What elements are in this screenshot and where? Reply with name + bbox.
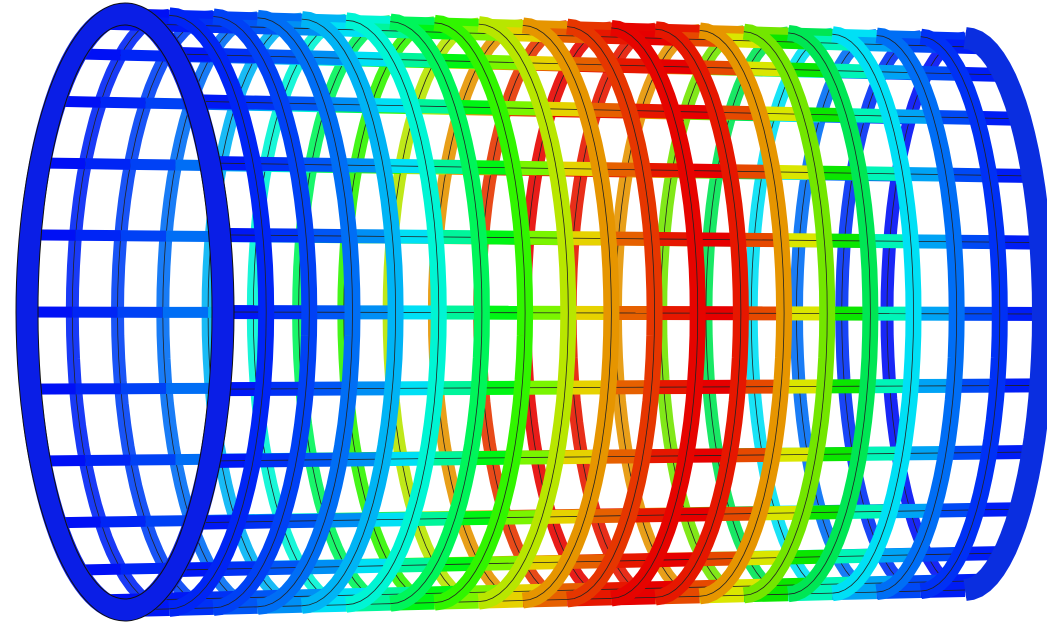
right-end [963,27,1047,601]
back-bar [130,158,176,171]
front-ring-edge [920,36,1001,592]
front-ring-edge [699,30,785,597]
front-ring-edge [743,31,828,596]
back-bar [100,96,146,109]
front-ring-edge [213,16,310,609]
front-ring-edge [390,21,483,605]
front-ring-edge [478,23,569,602]
left-end-outer-edge [15,2,235,622]
back-bar [85,158,131,170]
back-bar [145,97,191,110]
left-end-inner-edge [37,24,213,600]
front-ring-edge [434,22,526,603]
front-ring-edge [346,19,440,606]
front-ring-edge [257,17,353,608]
front-ring-edge [832,33,914,594]
front-ring-edge [788,32,871,595]
front-ring-edge [655,28,742,598]
front-ring-edge [301,18,397,607]
front-ring-edge [876,35,958,593]
left-end-ring [16,3,234,621]
back-bar [145,515,191,527]
back-bar [120,49,166,62]
back-bar [100,515,146,528]
front-ring-edge [169,14,267,610]
front-ring-edge [567,26,656,600]
front-ring-edge [522,25,612,601]
back-bar [120,562,166,575]
front-ring-edge [611,27,699,599]
